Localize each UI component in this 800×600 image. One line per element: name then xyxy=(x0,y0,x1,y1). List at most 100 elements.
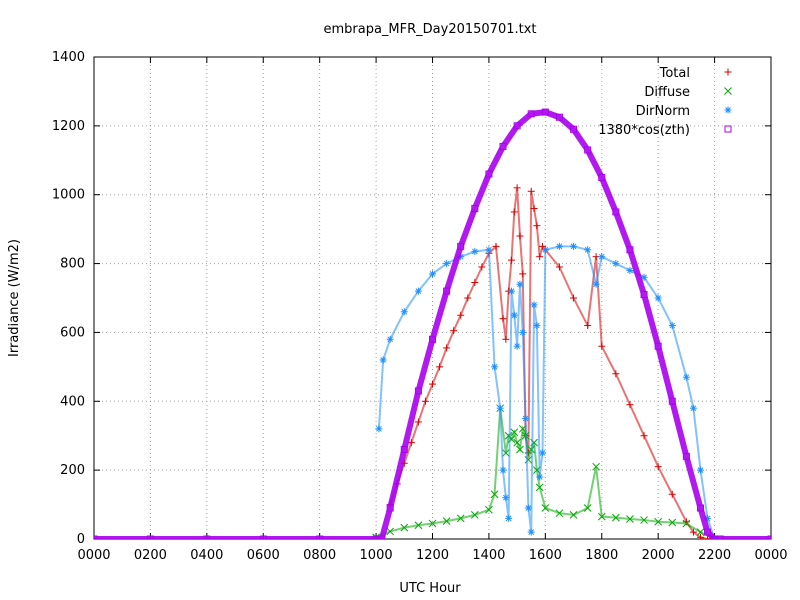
data-point xyxy=(696,533,704,539)
x-tick-label: 1000 xyxy=(360,548,393,563)
data-point xyxy=(470,511,479,519)
y-tick-label: 1400 xyxy=(52,50,85,65)
data-point xyxy=(541,504,550,512)
chart-title: embrapa_MFR_Day20150701.txt xyxy=(323,22,536,37)
data-point xyxy=(612,513,620,522)
x-tick-label: 2200 xyxy=(698,548,731,563)
data-point xyxy=(414,387,422,395)
data-point xyxy=(519,328,527,336)
data-point xyxy=(502,494,510,502)
data-point xyxy=(471,279,479,287)
data-point xyxy=(612,370,620,378)
data-point xyxy=(386,335,394,343)
data-point xyxy=(456,514,465,523)
legend-marker xyxy=(724,125,732,133)
data-point xyxy=(696,504,704,512)
data-point xyxy=(450,327,458,335)
data-point xyxy=(499,143,507,151)
data-point xyxy=(507,256,515,264)
data-point xyxy=(640,516,648,524)
data-point xyxy=(598,342,606,350)
data-point xyxy=(533,222,541,230)
data-point xyxy=(530,204,538,212)
data-point xyxy=(519,270,527,278)
data-point xyxy=(696,528,705,536)
data-point xyxy=(379,356,387,364)
data-point xyxy=(436,363,444,371)
data-point xyxy=(522,415,530,422)
data-point xyxy=(400,445,408,453)
data-point xyxy=(612,260,620,268)
data-point xyxy=(535,483,544,492)
x-tick-label: 0400 xyxy=(190,548,223,563)
data-point xyxy=(696,466,704,474)
data-point xyxy=(640,273,648,281)
series-trace xyxy=(94,109,771,539)
data-point xyxy=(505,514,513,522)
x-tick-label: 0000 xyxy=(77,548,110,563)
data-point xyxy=(592,462,600,471)
data-point xyxy=(592,280,600,288)
x-tick-label: 0600 xyxy=(247,548,280,563)
data-point xyxy=(689,528,697,536)
data-point xyxy=(386,527,395,536)
data-point xyxy=(492,242,500,250)
data-point xyxy=(689,404,697,412)
data-point xyxy=(386,504,394,512)
data-point xyxy=(414,521,423,530)
data-point xyxy=(378,535,386,539)
data-point xyxy=(711,535,719,539)
data-point xyxy=(536,473,544,481)
data-point xyxy=(414,418,422,426)
data-point xyxy=(316,535,324,539)
data-point xyxy=(443,260,451,268)
data-point xyxy=(584,146,592,154)
grid xyxy=(94,57,771,539)
data-point xyxy=(146,535,154,539)
x-tick-label: 2000 xyxy=(642,548,675,563)
data-point xyxy=(555,242,563,250)
data-point xyxy=(527,445,536,454)
data-point xyxy=(668,518,677,527)
data-point xyxy=(555,509,564,518)
data-point xyxy=(372,535,380,539)
data-point xyxy=(203,535,211,539)
data-point xyxy=(584,322,592,330)
data-point xyxy=(654,517,663,526)
x-tick-label: 0200 xyxy=(134,548,167,563)
data-point xyxy=(375,425,383,433)
data-point xyxy=(502,335,510,343)
data-point xyxy=(626,515,634,523)
data-point xyxy=(507,287,515,295)
x-tick-label: 1600 xyxy=(529,548,562,563)
data-point xyxy=(583,504,592,512)
data-point xyxy=(513,122,521,130)
data-point xyxy=(490,490,499,499)
data-point xyxy=(443,344,451,352)
data-point xyxy=(527,528,535,536)
data-point xyxy=(533,322,541,330)
data-point xyxy=(400,523,409,532)
data-point xyxy=(584,246,592,254)
legend-marker xyxy=(724,106,732,114)
data-point xyxy=(471,248,479,256)
data-point xyxy=(516,280,524,288)
series-3 xyxy=(94,108,771,539)
data-point xyxy=(513,184,521,192)
data-point xyxy=(513,438,521,447)
data-point xyxy=(536,253,544,261)
data-point xyxy=(597,512,606,521)
data-point xyxy=(457,311,465,319)
data-point xyxy=(527,187,535,195)
data-point xyxy=(704,528,712,536)
x-tick-label: 1800 xyxy=(585,548,618,563)
legend-marker xyxy=(724,87,732,95)
data-point xyxy=(598,174,606,181)
data-point xyxy=(570,125,578,133)
legend-label: 1380*cos(zth) xyxy=(598,123,690,138)
data-point xyxy=(654,294,662,302)
data-point xyxy=(496,404,504,412)
data-point xyxy=(539,449,547,457)
data-point xyxy=(541,246,549,254)
